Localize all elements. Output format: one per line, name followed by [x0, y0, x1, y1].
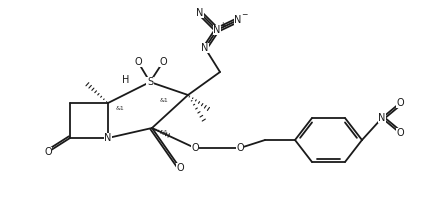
Text: −: − [241, 11, 247, 20]
Text: N: N [213, 25, 221, 35]
Text: H: H [122, 75, 130, 85]
Text: O: O [191, 143, 199, 153]
Text: &1: &1 [160, 98, 169, 102]
Text: O: O [159, 57, 167, 67]
Text: O: O [236, 143, 244, 153]
Text: O: O [396, 98, 404, 108]
Text: +: + [219, 20, 225, 29]
Text: N: N [197, 8, 204, 18]
Text: &1: &1 [160, 131, 169, 136]
Text: O: O [396, 128, 404, 138]
Text: N: N [234, 15, 242, 25]
Text: O: O [134, 57, 142, 67]
Text: N: N [378, 113, 386, 123]
Text: N: N [201, 43, 209, 53]
Text: O: O [44, 147, 52, 157]
Text: S: S [147, 77, 153, 87]
Text: N: N [104, 133, 112, 143]
Text: O: O [176, 163, 184, 173]
Text: &1: &1 [116, 105, 125, 110]
